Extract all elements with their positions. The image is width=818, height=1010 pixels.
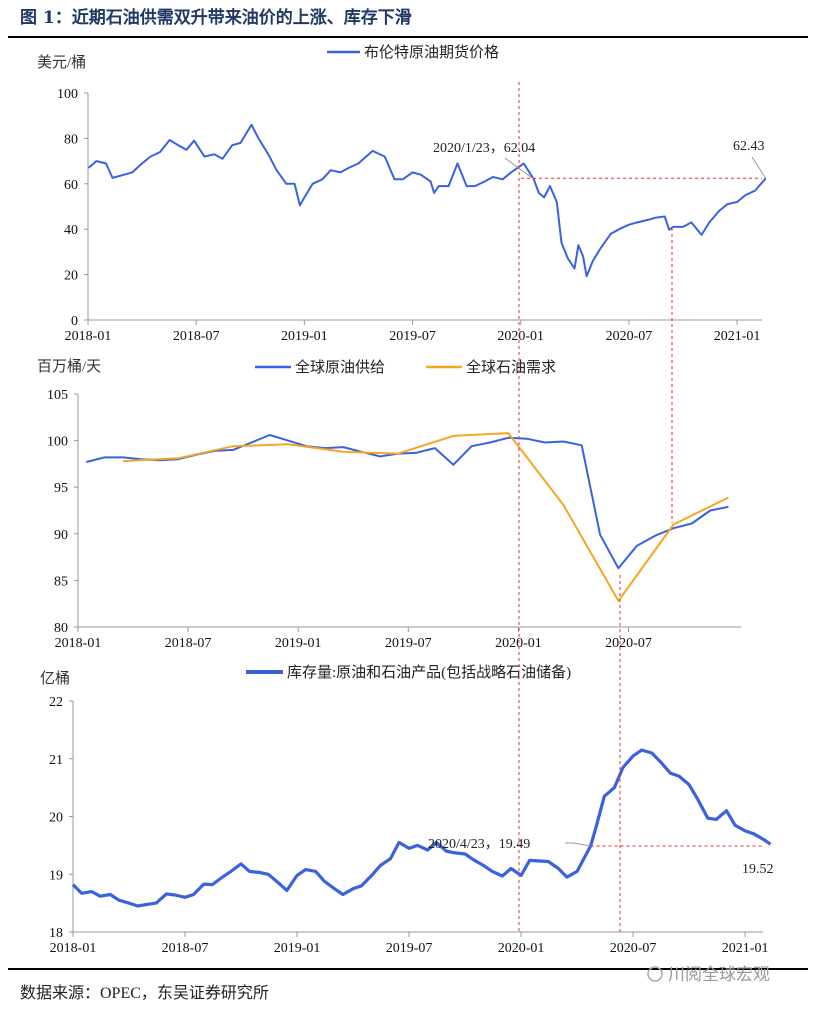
x-tick-label: 2020-01 <box>495 636 542 651</box>
x-tick-label: 2019-07 <box>385 636 432 651</box>
x-tick-label: 2018-01 <box>65 329 112 344</box>
legend-label: 全球石油需求 <box>466 358 556 376</box>
x-tick-label: 2019-01 <box>274 941 321 956</box>
legend-label: 库存量:原油和石油产品(包括战略石油储备) <box>287 664 571 681</box>
series-line-2 <box>122 432 729 602</box>
annotation-label: 19.52 <box>742 862 774 877</box>
annotation-label: 62.43 <box>733 139 765 154</box>
chart-2: 百万桶/天 80 85 90 95 100 105 2018-01 2018-07 2019-01… <box>37 358 741 651</box>
y-tick-label: 19 <box>49 868 63 883</box>
legend-label: 全球原油供给 <box>295 358 385 376</box>
y-tick-label: 22 <box>49 695 63 710</box>
x-tick-label: 2019-07 <box>389 329 436 344</box>
series-line-1 <box>87 123 767 278</box>
chart-3: 亿桶 18 19 20 21 22 2018-01 2018-07 2019-01 2019-07… <box>40 664 774 956</box>
y-tick-label: 90 <box>54 528 68 543</box>
x-tick-label: 2021-01 <box>722 941 769 956</box>
annotation-label: 2020/4/23，19.49 <box>428 837 530 852</box>
y-axis-unit: 美元/桶 <box>37 54 86 71</box>
x-tick-label: 2019-01 <box>275 636 322 651</box>
x-tick-label: 2018-07 <box>162 941 209 956</box>
chart-1: 美元/桶 0 20 40 60 80 100 2018-01 2018-07 2019-01 201… <box>37 44 767 344</box>
x-tick-label: 2018-07 <box>173 329 220 344</box>
x-tick-label: 2020-01 <box>497 329 544 344</box>
x-tick-label: 2020-01 <box>498 941 545 956</box>
y-tick-label: 95 <box>54 481 68 496</box>
y-tick-label: 0 <box>71 314 78 329</box>
y-tick-label: 60 <box>64 178 78 193</box>
y-axis-unit: 亿桶 <box>40 670 70 687</box>
y-tick-label: 100 <box>57 87 78 102</box>
y-tick-label: 85 <box>54 574 68 589</box>
x-tick-label: 2018-01 <box>55 636 102 651</box>
watermark: 川阅全球宏观 <box>647 965 770 985</box>
x-tick-label: 2020-07 <box>605 636 652 651</box>
wechat-icon <box>647 966 663 982</box>
annotation-leader <box>565 842 591 847</box>
y-tick-label: 80 <box>54 621 68 636</box>
y-tick-label: 105 <box>47 388 68 403</box>
annotation-label: 2020/1/23，62.04 <box>433 141 535 156</box>
x-tick-label: 2021-01 <box>714 329 761 344</box>
annotation-leader <box>751 156 767 179</box>
y-tick-label: 40 <box>64 223 78 238</box>
y-tick-label: 20 <box>49 811 63 826</box>
x-tick-label: 2018-01 <box>50 941 97 956</box>
x-tick-label: 2019-01 <box>281 329 328 344</box>
series-line-1 <box>71 748 772 908</box>
y-tick-label: 21 <box>49 753 63 768</box>
figure-title: 图 1：近期石油供需双升带来油价的上涨、库存下滑 <box>20 7 412 28</box>
legend-label: 布伦特原油期货价格 <box>364 44 499 61</box>
source-note: 数据来源：OPEC，东吴证券研究所 <box>20 984 269 1002</box>
x-tick-label: 2019-07 <box>386 941 433 956</box>
y-tick-label: 20 <box>64 269 78 284</box>
x-tick-label: 2018-07 <box>165 636 212 651</box>
series-line-1 <box>86 434 729 570</box>
y-tick-label: 100 <box>47 435 68 450</box>
x-tick-label: 2020-07 <box>610 941 657 956</box>
y-tick-label: 18 <box>49 926 63 941</box>
y-axis-unit: 百万桶/天 <box>37 358 101 375</box>
watermark-text: 川阅全球宏观 <box>668 965 770 985</box>
x-tick-label: 2020-07 <box>606 329 653 344</box>
y-tick-label: 80 <box>64 132 78 147</box>
